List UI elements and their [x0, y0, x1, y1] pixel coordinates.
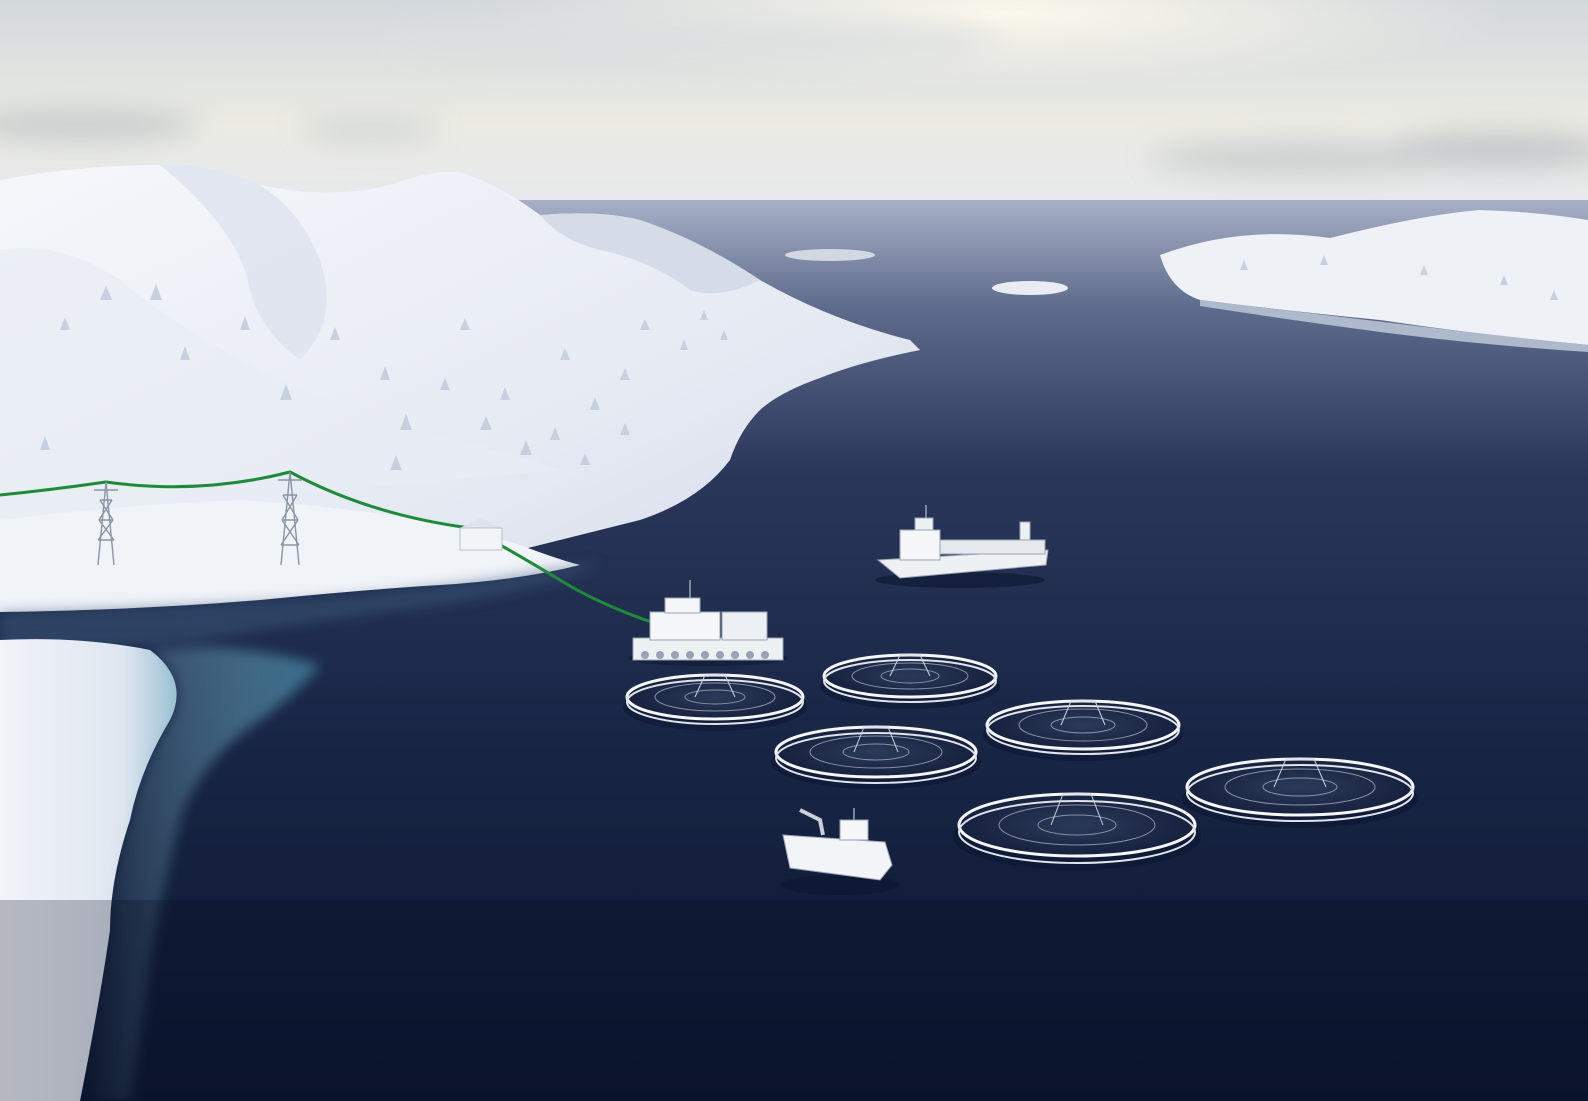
fish-pens — [623, 653, 1418, 870]
cargo-ship — [875, 505, 1049, 588]
power-pylon — [278, 471, 302, 566]
near-shore — [0, 500, 600, 1101]
shore-substation — [459, 518, 503, 551]
fish-pen — [1182, 757, 1418, 828]
service-catamaran — [780, 808, 900, 895]
clouds — [0, 15, 1588, 174]
green-power-cable — [0, 470, 661, 627]
snow-covered-trees — [40, 255, 1558, 470]
water-vignette — [0, 900, 1588, 1101]
fish-pen — [820, 653, 1000, 709]
snowy-mountains — [0, 164, 920, 600]
fish-pen — [953, 792, 1201, 870]
power-pylon — [94, 481, 118, 566]
fish-pen — [983, 699, 1183, 761]
far-shore — [785, 210, 1588, 352]
feed-barge — [628, 580, 788, 666]
fish-pen — [771, 725, 981, 789]
fish-pen — [623, 673, 807, 731]
